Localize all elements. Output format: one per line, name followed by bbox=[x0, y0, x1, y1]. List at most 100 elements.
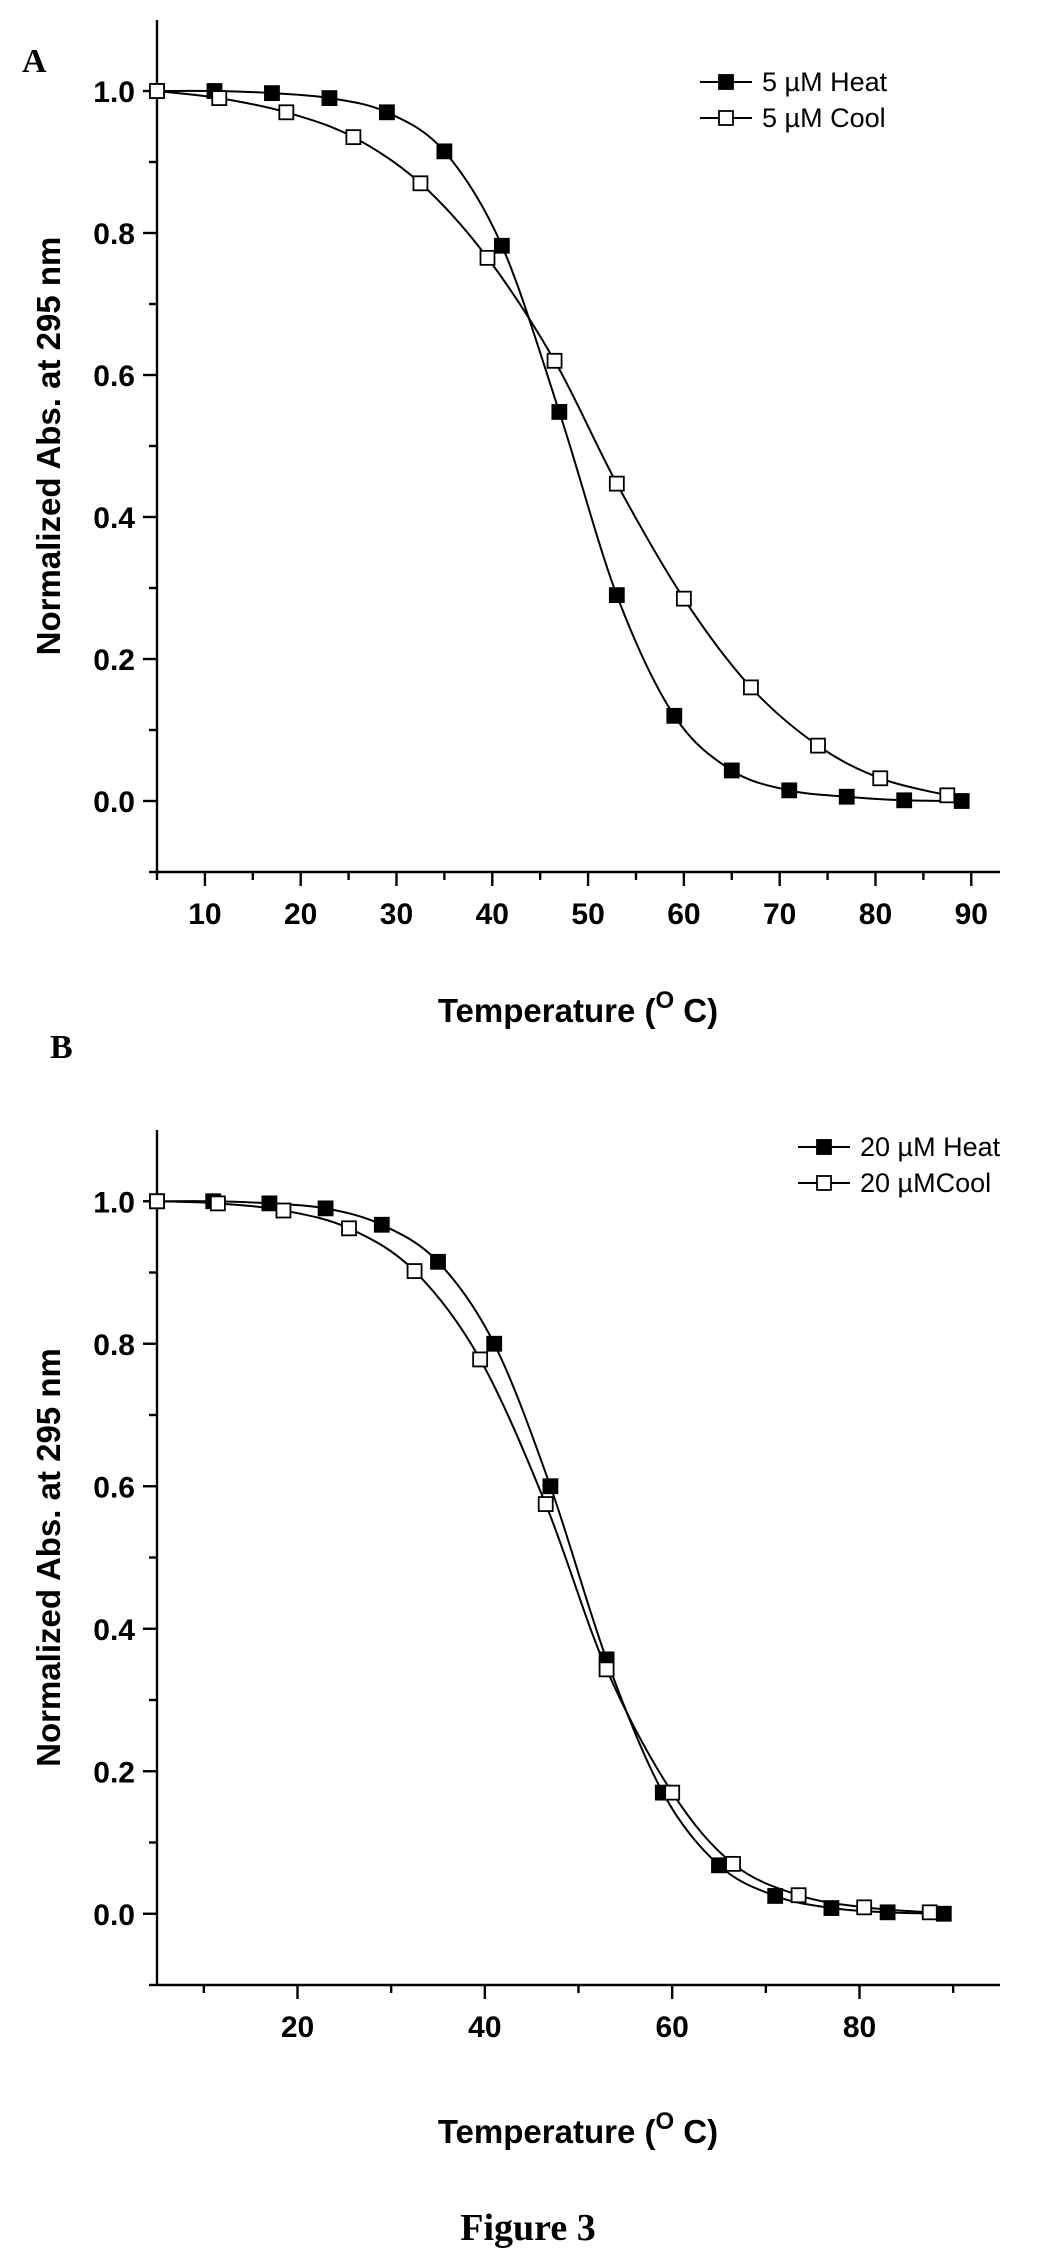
data-point-filled bbox=[723, 762, 740, 779]
data-point-filled bbox=[953, 793, 970, 809]
data-point-filled bbox=[486, 1335, 503, 1352]
data-point-filled bbox=[935, 1905, 952, 1922]
x-tick-label: 70 bbox=[763, 898, 796, 931]
data-point-open bbox=[939, 787, 956, 804]
series-line bbox=[156, 90, 948, 797]
legend-label: 5 µM Cool bbox=[762, 103, 886, 133]
legend-marker bbox=[816, 1139, 832, 1155]
y-tick-label: 0.8 bbox=[93, 1329, 135, 1362]
data-point-open bbox=[406, 1263, 423, 1279]
x-tick-label: 60 bbox=[655, 2011, 688, 2044]
data-point-open bbox=[472, 1351, 489, 1368]
data-point-filled bbox=[430, 1253, 446, 1270]
data-point-open bbox=[275, 1202, 292, 1219]
x-tick-label: 40 bbox=[476, 898, 509, 931]
x-tick-label: 50 bbox=[571, 898, 604, 931]
data-point-filled bbox=[373, 1216, 390, 1233]
data-point-filled bbox=[321, 90, 338, 106]
x-axis-title: Temperature (O C) bbox=[438, 987, 718, 1029]
data-point-filled bbox=[767, 1888, 784, 1904]
data-point-open bbox=[810, 737, 826, 754]
panel-b-chart: B 20 40 60 80 0.0 0.2 0.4 0.6 0.8 1.0 Temperature (… bbox=[30, 1029, 1001, 2150]
legend-label: 5 µM Heat bbox=[762, 67, 888, 97]
x-axis-title: Temperature (O C) bbox=[438, 2108, 718, 2150]
y-tick-label: 0.6 bbox=[93, 1471, 135, 1504]
data-point-open bbox=[856, 1899, 873, 1916]
data-point-filled bbox=[551, 404, 568, 420]
data-point-filled bbox=[838, 788, 855, 805]
x-tick-label: 60 bbox=[667, 898, 700, 931]
y-tick-label: 0.6 bbox=[93, 360, 135, 393]
data-point-open bbox=[149, 83, 165, 99]
y-axis-title: Normalized Abs. at 295 nm bbox=[30, 237, 67, 656]
series-line bbox=[156, 1200, 944, 1915]
data-point-open bbox=[664, 1784, 681, 1801]
data-point-filled bbox=[436, 143, 453, 160]
data-point-open bbox=[209, 1195, 226, 1212]
y-tick-label: 0.8 bbox=[93, 218, 135, 251]
figure-caption: Figure 3 bbox=[460, 2207, 595, 2249]
series-1 bbox=[149, 83, 956, 804]
series-0 bbox=[149, 1193, 952, 1922]
panel-label: B bbox=[50, 1029, 73, 1066]
legend-marker bbox=[816, 1175, 832, 1191]
series-0 bbox=[149, 83, 970, 809]
data-point-filled bbox=[264, 85, 280, 102]
data-point-filled bbox=[711, 1857, 727, 1874]
series-line bbox=[156, 1200, 930, 1914]
data-point-open bbox=[341, 1220, 357, 1237]
x-tick-label: 20 bbox=[284, 898, 317, 931]
data-point-open bbox=[675, 590, 692, 607]
panel-label: A bbox=[22, 43, 47, 80]
y-tick-label: 0.4 bbox=[93, 502, 135, 535]
y-tick-label: 0.0 bbox=[93, 786, 135, 819]
data-point-filled bbox=[317, 1200, 334, 1217]
data-point-open bbox=[345, 129, 362, 146]
legend-marker bbox=[718, 74, 734, 90]
x-tick-label: 10 bbox=[188, 898, 221, 931]
data-point-open bbox=[725, 1855, 741, 1872]
legend-entry: 20 µMCool bbox=[798, 1168, 991, 1198]
data-point-filled bbox=[781, 782, 798, 799]
legend-marker bbox=[718, 110, 734, 126]
y-axis-title: Normalized Abs. at 295 nm bbox=[30, 1348, 67, 1767]
data-point-open bbox=[743, 679, 759, 696]
data-point-open bbox=[598, 1661, 615, 1678]
data-point-open bbox=[921, 1904, 938, 1921]
x-tick-label: 80 bbox=[859, 898, 892, 931]
x-tick-label: 80 bbox=[843, 2011, 876, 2044]
data-point-open bbox=[872, 770, 889, 787]
y-tick-label: 0.4 bbox=[93, 1614, 135, 1647]
data-point-open bbox=[608, 475, 625, 492]
data-point-open bbox=[149, 1193, 165, 1210]
data-point-filled bbox=[896, 792, 913, 809]
y-tick-label: 0.2 bbox=[93, 1756, 135, 1789]
data-point-open bbox=[790, 1887, 807, 1904]
y-tick-label: 0.2 bbox=[93, 644, 135, 677]
x-tick-label: 40 bbox=[468, 2011, 501, 2044]
data-point-filled bbox=[823, 1900, 840, 1916]
x-tick-label: 20 bbox=[281, 2011, 314, 2044]
data-point-filled bbox=[879, 1904, 896, 1921]
legend-entry: 5 µM Cool bbox=[700, 103, 886, 133]
series-line bbox=[156, 89, 962, 802]
x-tick-label: 90 bbox=[955, 898, 988, 931]
y-tick-label: 1.0 bbox=[93, 1186, 135, 1219]
data-point-filled bbox=[666, 707, 683, 724]
data-point-open bbox=[546, 352, 563, 369]
data-point-filled bbox=[493, 237, 510, 254]
legend-entry: 20 µM Heat bbox=[798, 1132, 1001, 1162]
data-point-open bbox=[211, 90, 228, 106]
data-point-filled bbox=[379, 104, 395, 121]
legend-label: 20 µM Heat bbox=[860, 1132, 1001, 1162]
legend-label: 20 µMCool bbox=[860, 1168, 991, 1198]
panel-a-chart: A 10 20 30 40 50 60 70 80 90 0.0 0.2 0.4 0.6 0.8 1.0 Tem… bbox=[22, 20, 1000, 1029]
x-tick-label: 30 bbox=[380, 898, 413, 931]
y-tick-label: 1.0 bbox=[93, 76, 135, 109]
y-tick-label: 0.0 bbox=[93, 1899, 135, 1932]
series-1 bbox=[149, 1193, 938, 1921]
data-point-open bbox=[537, 1496, 554, 1512]
data-point-filled bbox=[542, 1478, 559, 1495]
data-point-open bbox=[412, 175, 429, 192]
